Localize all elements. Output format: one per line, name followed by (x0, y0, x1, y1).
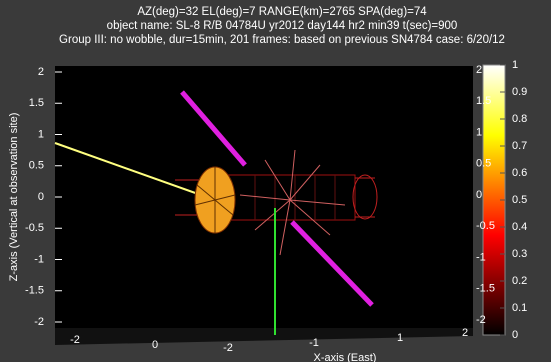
colorbar-tick-label: 0.6 (512, 167, 527, 179)
colorbar-tick-label: 0.5 (512, 194, 527, 206)
panel-line (290, 220, 374, 307)
floor-tick-label: -1 (309, 337, 319, 349)
z-axis-label: Z-axis (Vertical at observation site) (8, 113, 20, 282)
z-tick-label: 1 (476, 126, 482, 138)
z-tick-label: -2 (476, 314, 486, 326)
object (54, 90, 378, 335)
z-tick-label: 1 (38, 128, 44, 140)
z-tick-label: 2 (38, 66, 44, 78)
colorbar-tick-label: 0 (512, 329, 518, 341)
cylinder-mesh (254, 175, 336, 220)
z-tick-label: 0.5 (29, 160, 44, 172)
floor-tick-label: 1 (397, 332, 403, 344)
colorbar-tick-label: 0.7 (512, 140, 527, 152)
floor-tick-label: 0 (152, 339, 158, 351)
z-tick-label: 0.5 (476, 158, 491, 170)
floor-tick-label: -2 (223, 342, 233, 354)
colorbar-tick-label: 0.3 (512, 248, 527, 260)
cylinder-cap (352, 174, 378, 220)
z-tick-label: -1.5 (25, 285, 44, 297)
rays (239, 149, 346, 256)
colorbar-tick-label: 0.2 (512, 275, 527, 287)
z-tick-label: -2 (34, 316, 44, 328)
title-line: AZ(deg)=32 EL(deg)=7 RANGE(km)=2765 SPA(… (137, 6, 427, 18)
cylinder-ends (175, 177, 375, 218)
z-tick-label: -1 (34, 253, 44, 265)
colorbar-tick-label: 0.9 (512, 86, 527, 98)
floor-tick-label: -2 (70, 334, 80, 346)
floor (55, 328, 473, 345)
z-tick-label: 0 (38, 191, 44, 203)
title-line: object name: SL-8 R/B 04784U yr2012 day1… (107, 20, 458, 32)
colorbar-tick-label: 0.1 (512, 302, 527, 314)
colorbar-tick-label: 0.8 (512, 113, 527, 125)
sight-line (54, 142, 216, 201)
floor-tick-label: 2 (462, 327, 468, 339)
z-tick-label: -1 (476, 251, 486, 263)
title-line: Group III: no wobble, dur=15min, 201 fra… (59, 34, 505, 46)
z-tick-label: 2 (476, 64, 482, 76)
z-tick-label: 1.5 (29, 97, 44, 109)
z-tick-label: -1.5 (476, 283, 495, 295)
face-spokes (194, 167, 236, 233)
panel-line (180, 90, 247, 167)
z-tick-label: 1.5 (476, 95, 491, 107)
z-tick-label: -0.5 (25, 222, 44, 234)
x-axis-label: X-axis (East) (314, 352, 377, 362)
z-tick-label: -0.5 (476, 220, 495, 232)
colorbar-tick-label: 1 (512, 59, 518, 71)
colorbar-tick-label: 0.4 (512, 221, 527, 233)
z-tick-label: 0 (476, 189, 482, 201)
